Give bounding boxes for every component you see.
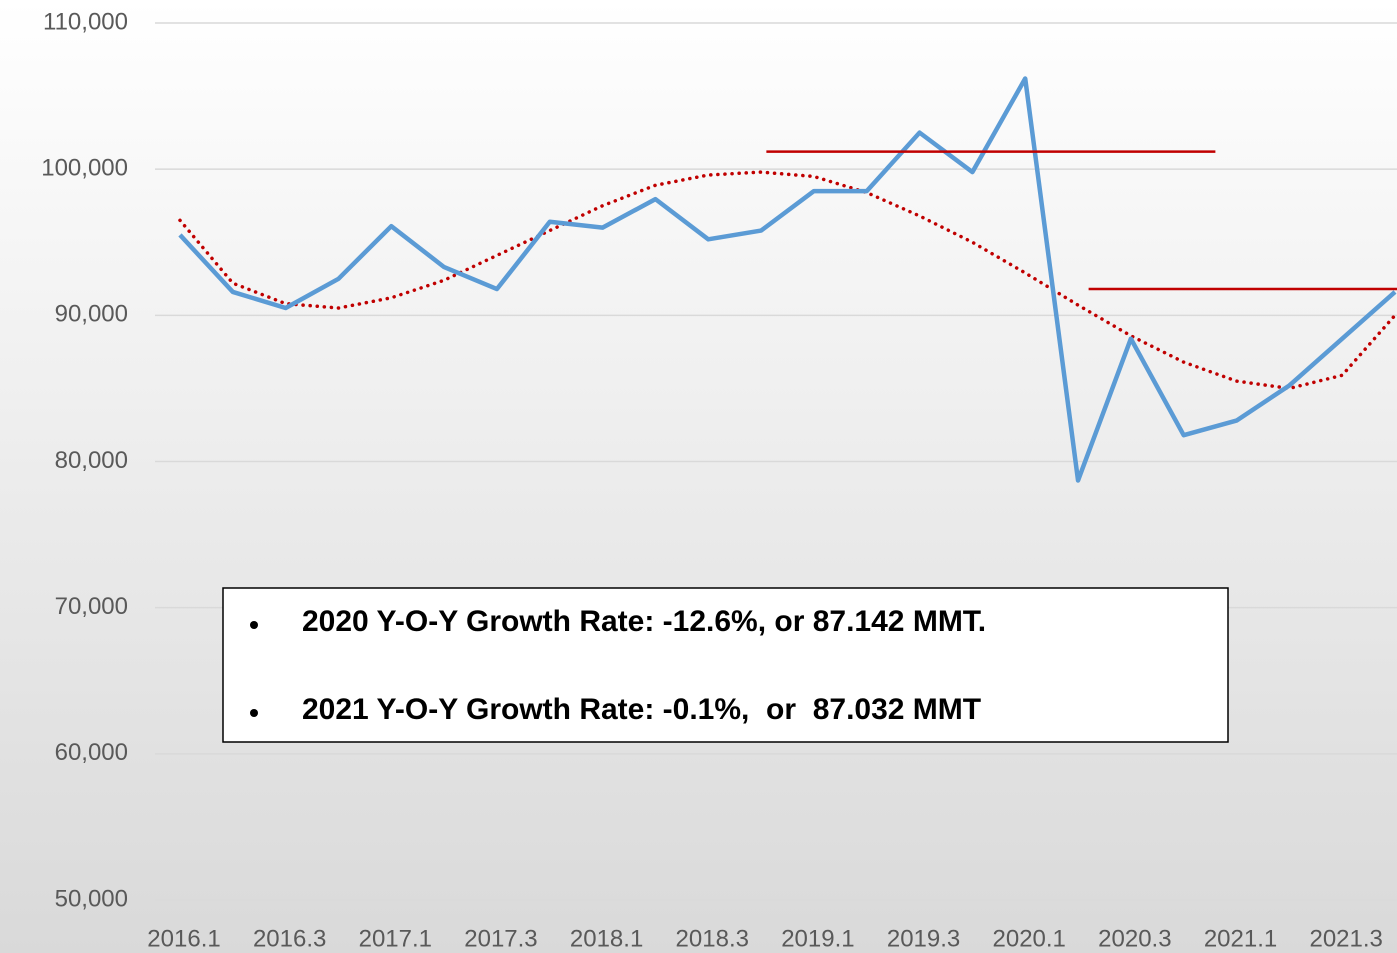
x-tick-label: 2017.3	[464, 925, 537, 952]
y-tick-label: 100,000	[41, 155, 128, 182]
x-tick-label: 2017.1	[359, 925, 432, 952]
y-tick-label: 50,000	[55, 885, 128, 912]
x-tick-label: 2018.1	[570, 925, 643, 952]
x-tick-label: 2016.3	[253, 925, 326, 952]
y-tick-label: 110,000	[43, 8, 128, 35]
x-tick-label: 2016.1	[147, 925, 220, 952]
annotation: 2021 Y-O-Y Growth Rate: -0.1%, or 87.032…	[302, 693, 981, 726]
x-tick-label: 2021.1	[1204, 925, 1277, 952]
x-tick-label: 2020.3	[1098, 925, 1171, 952]
bullet	[250, 709, 258, 717]
y-tick-label: 90,000	[55, 301, 128, 328]
x-tick-label: 2020.1	[993, 925, 1066, 952]
x-tick-label: 2019.1	[781, 925, 854, 952]
y-tick-label: 60,000	[55, 739, 128, 766]
trend-line	[178, 170, 1397, 391]
x-tick-label: 2021.3	[1309, 925, 1382, 952]
annotation-box	[222, 587, 1229, 743]
data-line	[178, 76, 1397, 483]
x-tick-label: 2018.3	[676, 925, 749, 952]
y-tick-label: 80,000	[55, 447, 128, 474]
x-tick-label: 2019.3	[887, 925, 960, 952]
y-tick-label: 70,000	[55, 593, 128, 620]
bullet	[250, 621, 258, 629]
annotation: 2020 Y-O-Y Growth Rate: -12.6%, or 87.14…	[302, 605, 986, 638]
